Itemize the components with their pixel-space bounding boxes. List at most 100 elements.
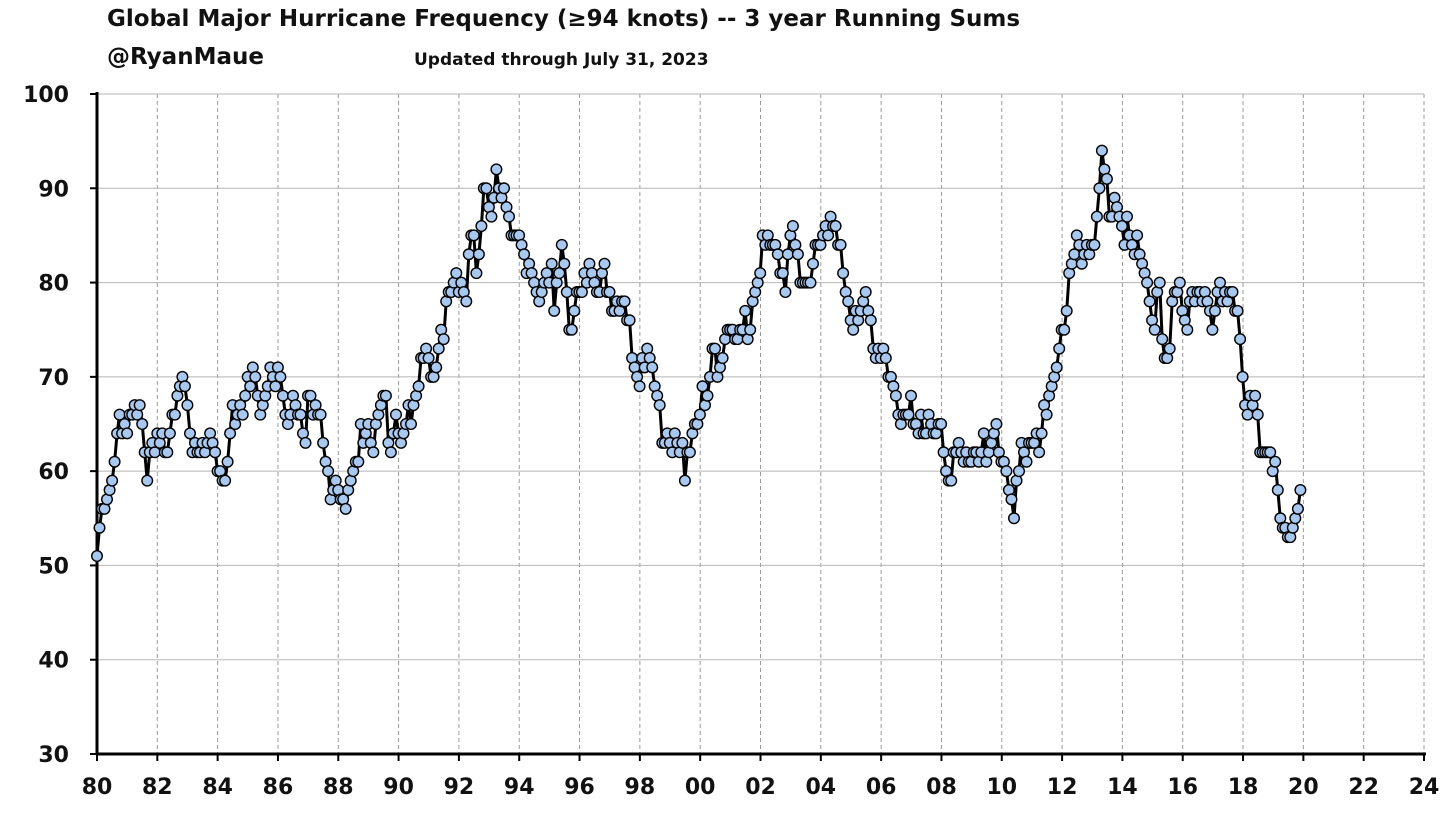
data-point [467,229,480,242]
data-point [744,323,757,336]
chart-subtitle: Updated through July 31, 2023 [414,50,709,70]
data-point [837,267,850,280]
data-point [437,333,450,346]
x-tick-label: 08 [926,775,957,800]
data-point [1249,389,1262,402]
x-tick-label: 94 [504,775,535,800]
data-point [603,286,616,299]
x-tick-label: 98 [625,775,656,800]
data-point [209,446,222,459]
data-point [304,389,317,402]
y-tick-label: 30 [38,743,69,768]
data-point [379,389,392,402]
y-tick-label: 70 [38,366,69,391]
data-point [1291,502,1304,515]
data-point [786,219,799,232]
chart-title: Global Major Hurricane Frequency (≥94 kn… [107,6,1021,32]
data-point [653,399,666,412]
data-point [1095,144,1108,157]
data-point [224,427,237,440]
data-point [274,370,287,383]
data-point [181,399,194,412]
data-point [178,380,191,393]
data-point [472,248,485,261]
data-point [422,352,435,365]
data-point [1148,323,1161,336]
data-point [1181,323,1194,336]
data-point [1264,446,1277,459]
data-point [1033,446,1046,459]
data-point [977,427,990,440]
data-point [141,474,154,487]
data-point [696,380,709,393]
data-point [990,418,1003,431]
data-point [560,286,573,299]
x-tick-label: 90 [383,775,414,800]
data-point [553,267,566,280]
x-tick-label: 20 [1288,775,1319,800]
data-point [1163,342,1176,355]
data-point [108,455,121,468]
data-point [905,389,918,402]
data-point [822,229,835,242]
data-point [450,267,463,280]
data-point [367,446,380,459]
data-point [739,304,752,317]
data-point [1173,276,1186,289]
data-point [314,408,327,421]
data-point [390,408,403,421]
y-tick-label: 100 [23,83,69,108]
data-point [709,342,722,355]
data-point [490,163,503,176]
data-point [633,380,646,393]
data-point [1226,286,1239,299]
data-point [1050,361,1063,374]
data-point [432,342,445,355]
x-tick-label: 02 [745,775,776,800]
data-point [317,436,330,449]
data-point [168,408,181,421]
data-point [1271,484,1284,497]
data-point [269,380,282,393]
data-point [781,248,794,261]
data-point [791,248,804,261]
data-point [183,427,196,440]
data-point [239,389,252,402]
x-tick-label: 86 [263,775,294,800]
data-point [568,304,581,317]
data-point [1020,455,1033,468]
data-point [106,474,119,487]
y-tick-label: 90 [38,177,69,202]
data-point [779,286,792,299]
x-tick-label: 84 [202,775,233,800]
data-point [485,210,498,223]
data-point [598,257,611,270]
data-point [859,286,872,299]
x-tick-label: 16 [1167,775,1198,800]
x-tick-label: 80 [82,775,113,800]
x-tick-label: 18 [1228,775,1259,800]
data-point [1236,370,1249,383]
data-point [1156,333,1169,346]
data-point [829,219,842,232]
data-point [276,389,289,402]
data-point [339,502,352,515]
data-point [558,257,571,270]
x-tick-label: 96 [564,775,595,800]
data-point [136,418,149,431]
data-point [804,276,817,289]
data-point [1143,295,1156,308]
x-tick-label: 12 [1047,775,1078,800]
data-point [1231,304,1244,317]
data-point [693,408,706,421]
chart-author: @RyanMaue [107,44,264,70]
data-point [1035,427,1048,440]
data-point [1234,333,1247,346]
data-point [460,295,473,308]
data-point [945,474,958,487]
x-tick-label: 06 [866,775,897,800]
data-point [889,389,902,402]
data-point [221,455,234,468]
data-point [1100,172,1113,185]
data-point [1141,276,1154,289]
